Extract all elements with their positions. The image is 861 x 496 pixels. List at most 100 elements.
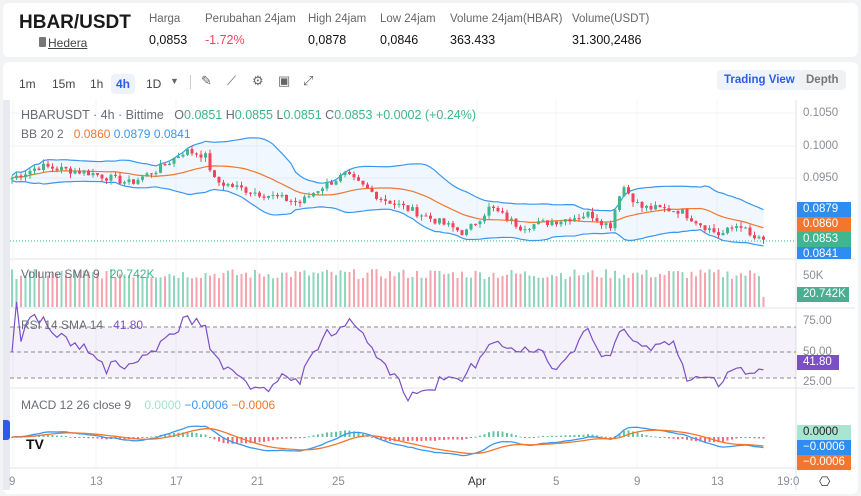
macd-hist-bar [699,437,702,442]
volume-bar [735,275,738,307]
macd-hist-bar [60,435,63,437]
candle [465,229,468,235]
candle [690,218,693,222]
draw-icon[interactable]: ✎ [201,73,212,88]
gear-icon[interactable]: ⚙ [252,73,264,88]
candle [132,179,135,184]
save-icon[interactable]: ▣ [278,73,291,88]
volume-bar [146,276,148,307]
macd-hist-bar [488,432,490,437]
macd-hist-bar [321,433,324,437]
volume-bar [339,270,342,307]
rsi-tick: 25.00 [803,376,832,388]
macd-hist-bar [137,437,139,439]
macd-hist-bar [452,437,454,440]
candle [730,227,734,229]
volume-bar [717,269,720,307]
candle [505,212,509,221]
fullscreen-icon[interactable]: ⤢ [303,73,314,88]
volume-bar [686,278,688,307]
tf-15m[interactable]: 15m [52,77,76,91]
volume-bar [429,270,432,307]
candle [60,166,63,171]
chevron-down-icon[interactable]: ▼ [170,76,179,86]
volume-bar [681,272,684,307]
macd-hist-bar [294,437,297,439]
volume-bar [344,271,346,307]
volume-bar [69,276,72,307]
volume-bar [573,269,576,307]
candle [271,194,275,197]
volume-bar [24,275,27,307]
volume-bar [308,275,310,307]
macd-hist-bar [573,434,576,437]
volume-bar [222,272,225,307]
candle [757,236,761,239]
candle [150,173,153,175]
tf-4h[interactable]: 4h [111,74,136,94]
candle [379,198,383,200]
volume-bar [254,269,256,307]
candle [82,170,86,174]
macd-hist-bar [447,437,450,440]
volume-bar [605,269,607,307]
time-tick: Apr [468,476,486,488]
candle [73,170,77,174]
volume-bar [209,275,211,307]
indicator-icon[interactable]: ⟋ [227,73,237,88]
signal-line [11,428,764,455]
trading-view-button[interactable]: Trading View [717,70,802,90]
chart-settings-icon[interactable]: ⎔ [819,474,831,489]
volume-bar [132,277,135,307]
macd-hist-bar [402,437,405,441]
volume-bar [119,274,121,307]
candle [487,206,491,216]
macd-hist-bar [150,436,153,438]
macd-hist-bar [542,435,544,437]
depth-button[interactable]: Depth [799,70,846,90]
volume-bar [668,270,670,307]
macd-hist-bar [461,437,463,440]
macd-hist-bar [753,437,756,439]
macd-hist-bar [677,437,679,440]
sidebar-toggle[interactable] [3,420,10,440]
volume-bar [591,270,594,307]
candle [64,166,68,169]
macd-hist-bar [411,437,414,441]
volume-bar [699,269,702,307]
stat-low: Low 24jam 0,0846 [380,13,436,47]
rsi-tick: 75.00 [803,315,832,327]
volume-bar [749,270,751,307]
candle [433,218,437,224]
macd-hist-bar [231,437,234,444]
candle [19,175,23,178]
tf-1m[interactable]: 1m [19,77,36,91]
macd-hist-bar [735,437,738,439]
volume-bar [78,271,81,307]
volume-bar [753,273,756,307]
tf-1h[interactable]: 1h [90,77,104,91]
volume-bar [537,277,540,307]
candle [438,218,441,224]
tf-1d[interactable]: 1D [146,77,162,91]
volume-bar [447,273,450,307]
macd-hist-bar [587,434,589,437]
candle [213,170,216,177]
candle [555,221,558,225]
candle [69,168,72,174]
macd-hist-bar [438,437,441,441]
coin-link[interactable]: Hedera [48,36,88,50]
candle [15,175,18,179]
time-tick: 5 [553,476,560,488]
macd-hist-bar [123,437,126,440]
candle [546,220,549,226]
candle [127,179,131,183]
macd-hist-bar [551,435,553,437]
volume-bar [510,269,513,307]
volume-bar [56,273,58,307]
volume-bar [200,278,202,307]
volume-bar [384,278,387,307]
macd-hist-bar [600,436,603,438]
candle [649,205,653,210]
